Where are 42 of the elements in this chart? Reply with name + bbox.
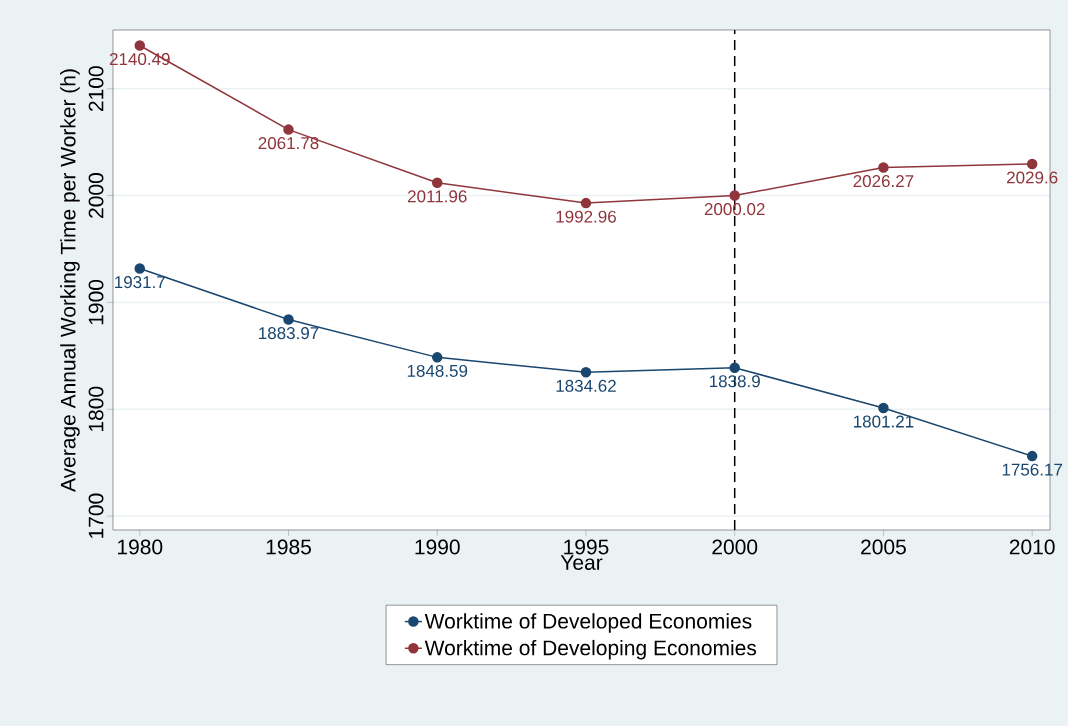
y-axis-title: Average Annual Working Time per Worker (h) [60,69,80,492]
point [580,367,592,378]
point [431,177,443,189]
data-label: 1834.62 [556,379,616,392]
y-tick-label: 1800 [88,386,104,432]
legend-label: Worktime of Developing Economies [424,639,757,660]
point [878,162,889,173]
data-label: 2000.02 [704,203,765,216]
x-tick-label: 2010 [1009,539,1055,555]
data-label: 1848.59 [407,364,468,377]
point [1026,158,1038,170]
x-tick-label: 1985 [266,539,311,555]
data-label: 2011.96 [408,190,467,203]
x-axis-title: Year [560,555,603,570]
data-label: 1992.96 [556,210,616,223]
point [580,197,592,209]
x-tick-label: 1995 [564,539,609,555]
y-tick-label: 2000 [88,173,104,218]
x-tick-label: 2005 [861,539,906,555]
x-tick-label: 1980 [118,539,163,555]
point [729,190,740,201]
x-tick-label: 2000 [712,539,758,555]
point [1026,450,1038,462]
data-label: 2029.6 [1007,171,1058,184]
data-label: 1756.17 [1002,463,1063,476]
y-tick-label: 1900 [88,279,104,325]
point [729,362,740,373]
y-tick-label: 1700 [88,493,104,538]
point [431,352,443,363]
legend-label: Worktime of Developed Economies [424,613,752,633]
point [878,402,889,414]
data-label: 2061.78 [258,137,319,150]
x-tick-label: 1990 [415,539,460,555]
data-label: 2026.27 [853,175,914,188]
data-label: 1883.97 [259,327,319,340]
point [283,124,294,135]
data-label: 1931.7 [115,276,165,289]
data-label: 1801.21 [854,415,914,428]
point [134,40,146,51]
point [134,263,146,274]
point [283,314,294,325]
y-tick-label: 2100 [88,66,104,112]
